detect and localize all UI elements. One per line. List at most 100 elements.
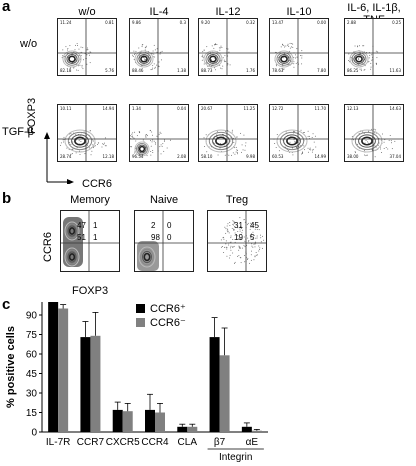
quadrant-bl-value: 60.53 [272, 154, 284, 159]
legend-swatch-1 [136, 318, 145, 327]
quadrant-tl-value: 10.11 [60, 106, 72, 111]
bar-CXCR5-1 [122, 411, 133, 432]
legend-label-1: CCR6⁻ [150, 317, 186, 329]
panel-c-letter: c [2, 296, 11, 313]
panel-b-quadrant-tl: 2 [151, 221, 156, 230]
row-label-tgfb: TGF-β [2, 126, 34, 138]
bar-CCR7-1 [90, 335, 101, 432]
bar-IL-7R-1 [58, 308, 69, 432]
legend-label-0: CCR6⁺ [150, 303, 186, 315]
panel-b-plot-title-2: Treg [225, 194, 249, 206]
bar-CCR4-0 [145, 409, 155, 432]
panel-b-quadrant-bl: 51 [77, 233, 86, 242]
bar-CXCR5-0 [112, 409, 123, 432]
category-label: CLA [178, 437, 198, 448]
quadrant-br-value: 14.99 [314, 154, 326, 159]
quadrant-tl-value: 1.34 [132, 106, 141, 111]
quadrant-tr-value: 0.00 [317, 20, 326, 25]
quadrant-tr-value: 0.3 [179, 20, 186, 25]
quadrant-br-value: 9.98 [246, 154, 255, 159]
column-header-0: w/o [78, 6, 96, 18]
flow-plot-r1-c2: 20.67 11.25 58.10 9.98 [198, 104, 258, 162]
quadrant-bl-value: 78.63 [272, 68, 284, 73]
quadrant-br-value: 1.76 [246, 68, 255, 73]
quadrant-tr-value: 11.25 [243, 106, 255, 111]
axis-arrow [44, 132, 74, 185]
y-tick-label: 60 [26, 350, 38, 361]
column-header-2: IL-12 [215, 6, 241, 18]
category-label: IL-7R [46, 437, 70, 448]
bar-αE-0 [241, 426, 252, 432]
quadrant-tl-value: 2.88 [347, 20, 356, 25]
column-header-3: IL-10 [286, 6, 312, 18]
integrin-label: Integrin [219, 452, 252, 463]
bar-IL-7R-0 [48, 302, 59, 432]
quadrant-br-value: 5.76 [105, 68, 114, 73]
panel-b-plot-2: 31 45 19 5 [207, 210, 267, 272]
y-axis-label: % positive cells [5, 326, 17, 408]
quadrant-bl-value: 28.74 [60, 154, 72, 159]
panel-b-quadrant-tr: 45 [250, 221, 259, 230]
flow-plot-r0-c1: 9.86 0.3 88.46 1.38 [129, 18, 189, 76]
panel-b-quadrant-bl: 19 [234, 233, 243, 242]
quadrant-br-value: 12.18 [102, 154, 114, 159]
panel-b-quadrant-br: 5 [250, 233, 255, 242]
panel-a-x-axis-label: CCR6 [82, 178, 112, 190]
bar-αE-1 [251, 430, 262, 432]
category-label: αE [246, 437, 259, 448]
quadrant-bl-value: 86.25 [347, 68, 359, 73]
panel-b-y-axis-label: CCR6 [42, 232, 54, 262]
y-tick-label: 45 [26, 369, 38, 380]
quadrant-tr-value: 14.63 [389, 106, 401, 111]
panel-b-plot-title-0: Memory [70, 194, 110, 206]
quadrant-bl-value: 38.00 [347, 154, 359, 159]
bar-β7-0 [209, 337, 220, 432]
category-label: CCR7 [77, 437, 105, 448]
flow-plot-r0-c2: 9.20 0.32 88.73 1.76 [198, 18, 258, 76]
y-tick-label: 30 [26, 389, 38, 400]
panel-b-quadrant-bl: 98 [151, 233, 160, 242]
quadrant-bl-value: 96.54 [132, 154, 144, 159]
bar-CCR4-1 [155, 412, 165, 432]
quadrant-bl-value: 82.18 [60, 68, 72, 73]
quadrant-tr-value: 0.81 [105, 20, 114, 25]
panel-b-x-axis-label: FOXP3 [72, 285, 109, 297]
flow-plot-r0-c3: 13.47 0.00 78.63 7.80 [269, 18, 329, 76]
quadrant-br-value: 1.38 [177, 68, 186, 73]
quadrant-tr-value: 14.94 [102, 106, 114, 111]
column-header-1: IL-4 [149, 6, 169, 18]
panel-a-letter: a [2, 0, 11, 15]
quadrant-br-value: 2.08 [177, 154, 186, 159]
quadrant-tl-value: 20.67 [201, 106, 213, 111]
y-tick-label: 0 [31, 428, 37, 439]
bar-β7-1 [219, 355, 230, 432]
panel-b-quadrant-br: 1 [93, 233, 98, 242]
legend-swatch-0 [136, 304, 145, 313]
flow-plot-r1-c1: 1.34 0.04 96.54 2.08 [129, 104, 189, 162]
quadrant-tr-value: 0.32 [246, 20, 255, 25]
bar-CCR7-0 [80, 337, 91, 432]
panel-b-letter: b [2, 190, 12, 207]
quadrant-tl-value: 12.72 [272, 106, 284, 111]
panel-b-plot-title-1: Naive [149, 194, 179, 206]
quadrant-br-value: 37.04 [389, 154, 401, 159]
quadrant-bl-value: 58.10 [201, 154, 213, 159]
category-label: CCR4 [141, 437, 169, 448]
panel-b-quadrant-tl: 47 [77, 221, 86, 230]
panel-b-quadrant-br: 0 [167, 233, 172, 242]
quadrant-tl-value: 9.20 [201, 20, 210, 25]
flow-plot-r0-c4: 2.88 0.25 86.25 11.63 [344, 18, 404, 76]
y-tick-label: 90 [26, 311, 38, 322]
panel-b-plot-0: 47 1 51 1 [60, 210, 120, 272]
quadrant-tr-value: 11.70 [314, 106, 326, 111]
y-tick-label: 15 [26, 408, 38, 419]
quadrant-tl-value: 11.24 [60, 20, 72, 25]
category-label: β7 [214, 437, 226, 448]
flow-plot-r0-c0: 11.24 0.81 82.18 5.76 [57, 18, 117, 76]
flow-plot-r1-c4: 12.13 14.63 38.00 37.04 [344, 104, 404, 162]
quadrant-tl-value: 9.86 [132, 20, 141, 25]
panel-b-quadrant-tr: 0 [167, 221, 172, 230]
row-label-wo: w/o [20, 38, 38, 50]
quadrant-br-value: 11.63 [389, 68, 401, 73]
panel-b-quadrant-tr: 1 [93, 221, 98, 230]
